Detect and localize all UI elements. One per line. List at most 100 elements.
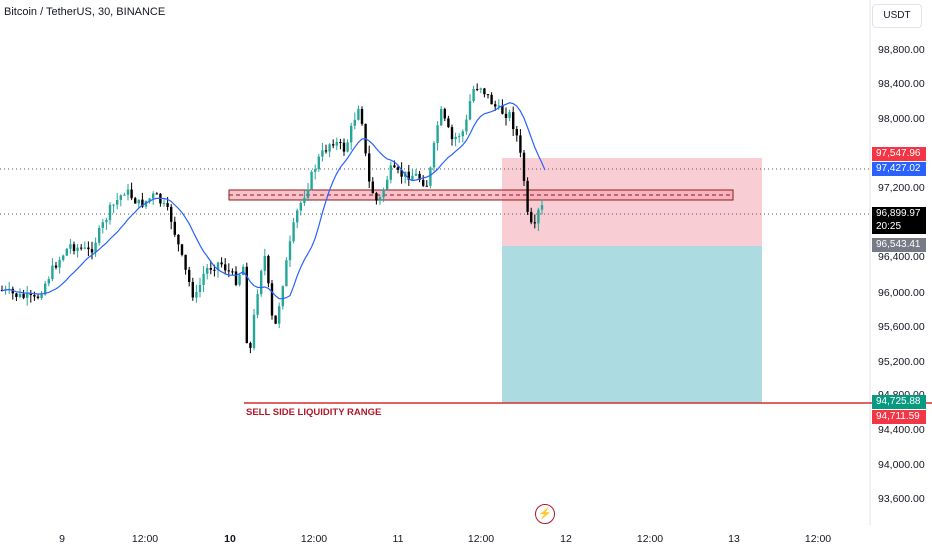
candle-body — [130, 189, 133, 199]
candle-body — [432, 143, 436, 168]
candle-body — [310, 171, 313, 190]
candle-body — [112, 204, 115, 206]
candle-body — [234, 271, 238, 285]
candle-body — [242, 266, 245, 276]
candle-body — [519, 135, 522, 153]
candle-body — [44, 283, 47, 295]
candle-body — [198, 284, 202, 293]
candle-body — [224, 264, 227, 271]
candle-body — [209, 267, 212, 270]
candle-body — [188, 269, 191, 282]
time-tick: 13 — [728, 533, 740, 545]
candle-body — [220, 262, 223, 265]
candle-body — [36, 296, 40, 299]
candle-body — [54, 265, 58, 268]
stop-level-tag: 96,543.41 — [872, 238, 926, 252]
time-tick: 12:00 — [131, 533, 159, 545]
candle-body — [47, 279, 50, 284]
candle-body — [152, 193, 155, 199]
candle-body — [314, 169, 317, 172]
candle-body — [126, 189, 130, 195]
candle-body — [468, 101, 472, 120]
price-tick: 98,800.00 — [878, 44, 925, 56]
candle-body — [170, 206, 173, 222]
candle-body — [231, 271, 234, 273]
candle-body — [260, 270, 263, 295]
candle-body — [450, 127, 454, 140]
candle-body — [98, 227, 101, 243]
candle-body — [371, 181, 374, 194]
candle-body — [87, 247, 90, 250]
candle-body — [375, 193, 378, 201]
price-tick: 96,000.00 — [878, 287, 925, 299]
candle-body — [429, 167, 432, 186]
candle-body — [299, 202, 302, 211]
candle-body — [105, 219, 108, 223]
candle-body — [288, 241, 292, 261]
candle-body — [490, 94, 493, 105]
candle-body — [303, 197, 306, 203]
candle-body — [465, 119, 468, 132]
price-tick: 94,000.00 — [878, 459, 925, 471]
entry-price-tag: 97,427.02 — [872, 162, 926, 176]
candle-body — [461, 131, 464, 137]
candle-body — [256, 294, 259, 315]
liquidity-level-tag: 94,711.59 — [872, 410, 926, 424]
lightning-icon[interactable]: ⚡ — [535, 504, 555, 524]
candle-body — [195, 292, 198, 298]
candle-body — [332, 144, 335, 146]
candle-body — [15, 293, 18, 298]
price-tick: 98,400.00 — [878, 78, 925, 90]
candle-body — [101, 222, 104, 228]
candle-body — [386, 179, 389, 190]
candle-body — [504, 113, 508, 118]
currency-button[interactable]: USDT — [872, 4, 922, 28]
candle-body — [454, 136, 457, 140]
candle-body — [22, 293, 25, 298]
candle-body — [335, 142, 338, 146]
last-price-tag: 96,899.97 — [872, 207, 926, 221]
candle-body — [202, 273, 205, 285]
candle-body — [494, 104, 497, 107]
candle-body — [245, 266, 248, 344]
candle-body — [119, 195, 122, 200]
candle-body — [360, 108, 364, 124]
candle-body — [191, 281, 194, 298]
candle-body — [425, 185, 428, 187]
candle-body — [62, 255, 65, 260]
candle-body — [162, 203, 166, 205]
candle-body — [252, 314, 256, 348]
candle-body — [472, 88, 475, 102]
time-tick: 9 — [59, 533, 65, 545]
candle-body — [389, 165, 392, 180]
candle-body — [249, 343, 252, 348]
candle-body — [501, 105, 504, 114]
target-price-tag: 97,547.96 — [872, 147, 926, 161]
candle-body — [540, 205, 544, 210]
candle-body — [155, 193, 158, 195]
candle-body — [350, 125, 353, 143]
moving-average-line — [1, 102, 546, 300]
candle-body — [278, 306, 281, 324]
candle-body — [144, 200, 148, 207]
candle-body — [274, 315, 277, 324]
candle-body — [29, 293, 32, 296]
candle-body — [324, 150, 328, 152]
candle-body — [148, 198, 151, 201]
time-tick: 10 — [224, 533, 236, 545]
candle-body — [51, 265, 54, 280]
candle-body — [422, 179, 425, 186]
time-tick: 11 — [392, 533, 404, 545]
candle-body — [72, 244, 76, 251]
candle-body — [508, 112, 511, 118]
candle-body — [515, 129, 518, 136]
candle-body — [177, 234, 180, 245]
candle-body — [317, 156, 320, 170]
candle-body — [80, 247, 83, 249]
candle-body — [227, 270, 230, 272]
price-tick: 96,400.00 — [878, 251, 925, 263]
stop-loss-zone — [502, 158, 762, 246]
candle-body — [306, 189, 310, 198]
candle-body — [458, 136, 461, 138]
